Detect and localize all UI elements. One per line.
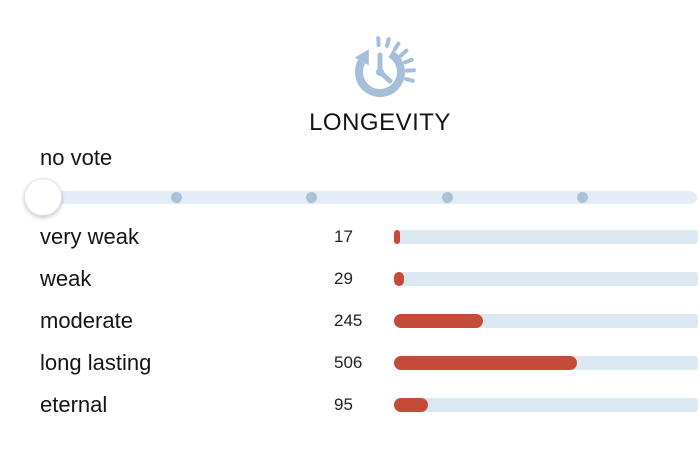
slider-tick-dot — [577, 192, 588, 203]
vote-row-count: 95 — [334, 395, 353, 414]
vote-row-label: very weak — [40, 224, 140, 249]
vote-bar-track — [394, 272, 698, 286]
clock-history-icon — [338, 24, 422, 102]
vote-row-label: eternal — [40, 392, 108, 417]
vote-row: long lasting 506 — [0, 349, 700, 377]
vote-bar-fill — [394, 230, 400, 244]
page-title: LONGEVITY — [309, 109, 451, 136]
vote-row-count: 245 — [334, 311, 363, 330]
vote-row: moderate 245 — [0, 307, 700, 335]
vote-bar-track — [394, 356, 698, 370]
vote-bar-fill — [394, 356, 577, 370]
slider-track[interactable] — [34, 191, 697, 204]
slider-tick-dot — [442, 192, 453, 203]
slider-handle[interactable] — [24, 178, 62, 216]
vote-row-label: long lasting — [40, 350, 152, 375]
slider-value-label: no vote — [40, 145, 113, 170]
slider-tick-dot — [171, 192, 182, 203]
longevity-rating-slider[interactable] — [0, 170, 700, 226]
vote-bar-fill — [394, 398, 428, 412]
vote-row: very weak 17 — [0, 223, 700, 251]
vote-bar-track — [394, 398, 698, 412]
slider-tick-dot — [306, 192, 317, 203]
vote-bar-fill — [394, 314, 483, 328]
widget-header: LONGEVITY — [60, 24, 700, 137]
vote-row: eternal 95 — [0, 391, 700, 419]
vote-bar-fill — [394, 272, 404, 286]
vote-row-count: 17 — [334, 227, 353, 246]
vote-bar-track — [394, 314, 698, 328]
vote-row: weak 29 — [0, 265, 700, 293]
vote-row-label: moderate — [40, 308, 133, 333]
vote-bar-track — [394, 230, 698, 244]
vote-row-label: weak — [40, 266, 92, 291]
vote-row-count: 506 — [334, 353, 363, 372]
vote-row-count: 29 — [334, 269, 353, 288]
